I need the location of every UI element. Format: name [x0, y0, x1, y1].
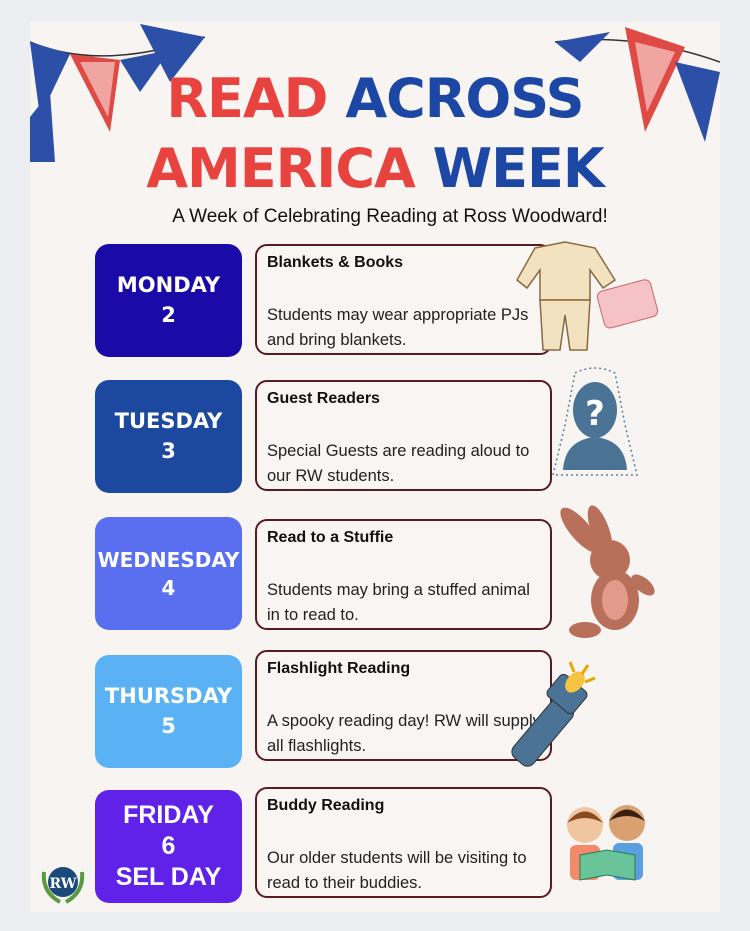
kids-reading-icon — [567, 805, 645, 881]
title-across: ACROSS — [345, 67, 584, 130]
flag-bunting-right-icon — [555, 27, 720, 142]
event-card-tuesday: Guest Readers Special Guests are reading … — [255, 380, 552, 491]
event-title: Blankets & Books — [267, 254, 404, 271]
day-name: WEDNESDAY — [97, 547, 240, 572]
stuffed-bunny-icon — [560, 505, 655, 638]
day-name: THURSDAY — [104, 684, 233, 709]
event-card-wednesday: Read to a Stuffie Students may bring a st… — [255, 519, 552, 630]
event-card-monday: Blankets & Books Students may wear approp… — [255, 244, 552, 355]
title-week: WEEK — [432, 137, 605, 200]
day-badge-wednesday: WEDNESDAY 4 — [95, 517, 242, 630]
event-card-thursday: Flashlight Reading A spooky reading day! … — [255, 650, 552, 761]
event-card-friday: Buddy Reading Our older students will be … — [255, 787, 552, 898]
subtitle: A Week of Celebrating Reading at Ross Wo… — [172, 206, 608, 227]
day-badge-tuesday: TUESDAY 3 — [95, 380, 242, 493]
day-date: 3 — [161, 438, 176, 463]
rw-school-logo: RW — [41, 867, 85, 904]
title-line-1: READ ACROSS — [0, 72, 750, 126]
day-badge-monday: MONDAY 2 — [95, 244, 242, 357]
event-description: Students may bring a stuffed animal in t… — [267, 581, 530, 624]
event-title: Flashlight Reading — [267, 660, 411, 677]
day-badge-thursday: THURSDAY 5 — [95, 655, 242, 768]
pajamas-blanket-icon — [516, 241, 659, 351]
day-name: TUESDAY — [114, 409, 223, 434]
day-date: 2 — [161, 302, 176, 327]
day-badge-friday: FRIDAY 6 SEL DAY — [95, 790, 242, 903]
event-title: Guest Readers — [267, 390, 380, 407]
svg-text:?: ? — [585, 394, 605, 434]
event-description: Special Guests are reading aloud to our … — [267, 442, 530, 485]
title-line-2: AMERICA WEEK — [0, 142, 750, 196]
day-date: 5 — [161, 713, 176, 738]
event-title: Buddy Reading — [267, 797, 385, 814]
event-description: A spooky reading day! RW will supply all… — [267, 712, 541, 755]
svg-text:RW: RW — [49, 876, 76, 892]
title-read: READ — [166, 67, 328, 130]
title-america: AMERICA — [146, 137, 416, 200]
mystery-guest-icon: ? — [552, 367, 638, 476]
day-extra: SEL DAY — [115, 863, 222, 892]
event-description: Our older students will be visiting to r… — [267, 849, 527, 892]
day-date: 6 — [161, 831, 176, 860]
day-date: 4 — [161, 575, 176, 600]
flashlight-icon — [511, 661, 596, 767]
event-title: Read to a Stuffie — [267, 529, 394, 546]
day-name: FRIDAY — [123, 800, 214, 829]
event-description: Students may wear appropriate PJs and br… — [267, 306, 529, 349]
day-name: MONDAY — [116, 273, 221, 298]
flag-bunting-left-icon — [30, 24, 206, 162]
